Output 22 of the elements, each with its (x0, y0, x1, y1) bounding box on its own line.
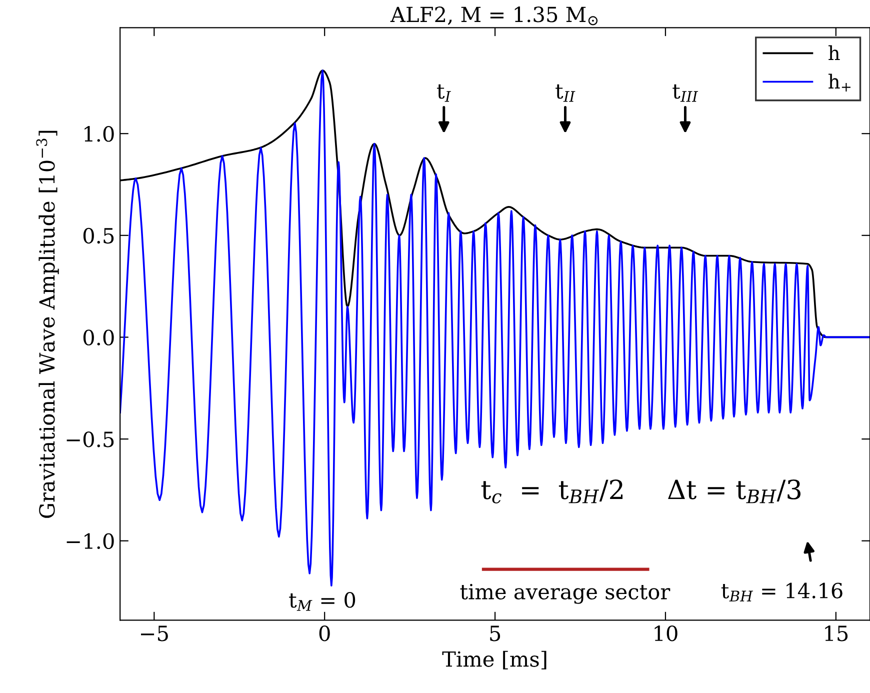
y-tick-label: 0.0 (83, 330, 114, 346)
annotation: t$_{III}$ (672, 84, 698, 102)
x-tick-label: 0 (319, 625, 330, 642)
y-tick-label: 1.0 (84, 126, 114, 142)
x-tick-label: 10 (654, 625, 678, 642)
x-tick-label: 15 (825, 625, 848, 642)
annotation: t$_{c}$ = t$_{BH}$/2 Δt = t$_{BH}$/3 (481, 479, 800, 504)
x-tick-label: −5 (141, 626, 168, 642)
annotation: t$_{I}$ (436, 84, 451, 102)
x-axis-title: Time [ms] (442, 650, 546, 670)
y-tick-label: −1.0 (66, 533, 114, 550)
legend-label: h$_{+}$ (828, 74, 850, 92)
x-tick-label: 5 (490, 626, 500, 642)
annotation: t$_{II}$ (556, 84, 576, 102)
annotation: t$_{M}$ = 0 (289, 592, 356, 611)
y-tick-label: 0.5 (83, 228, 114, 244)
y-tick-label: −0.5 (66, 431, 114, 448)
annotation: time average sector (460, 584, 670, 604)
chart-title: ALF2, M = 1.35 M$_{⊙}$ (390, 6, 598, 26)
y-axis-title: Gravitational Wave Amplitude [10$^{−3}$] (36, 130, 59, 518)
annotation: t$_{BH}$ = 14.16 (721, 582, 842, 602)
legend-label: h (828, 45, 840, 60)
